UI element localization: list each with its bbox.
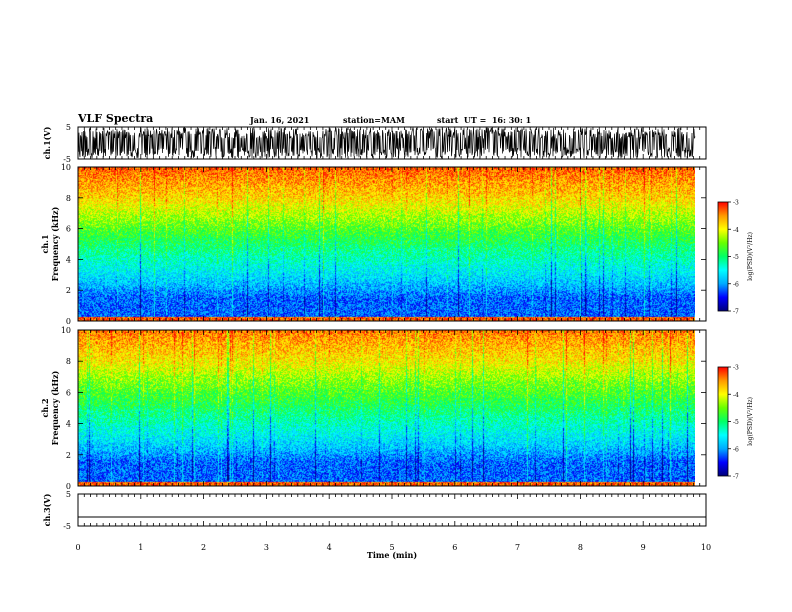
y-tick-label: 0 <box>66 482 71 491</box>
header-station: station=MAM <box>343 115 405 125</box>
x-tick-label: 0 <box>75 543 80 552</box>
colorbar-tick-label: -6 <box>733 281 739 288</box>
y-tick-label: -5 <box>63 522 71 531</box>
x-tick-label: 1 <box>138 543 143 552</box>
colorbar-tick-label: -3 <box>733 365 739 372</box>
x-tick-label: 3 <box>264 543 269 552</box>
y-tick-label: 5 <box>66 123 71 132</box>
y-axis-label-channel: ch.2 <box>40 398 50 417</box>
y-tick-label: 4 <box>66 255 71 264</box>
colorbar-tick-label: -5 <box>733 419 739 426</box>
x-tick-label: 4 <box>327 543 332 552</box>
y-tick-label: 6 <box>66 225 71 234</box>
y-tick-label: 0 <box>66 317 71 326</box>
colorbar-tick-label: -4 <box>733 392 739 399</box>
x-tick-label: 6 <box>452 543 457 552</box>
y-tick-label: -5 <box>63 155 71 164</box>
colorbar <box>717 201 729 312</box>
colorbar-label: log(PSD)(V²/Hz) <box>747 232 754 281</box>
colorbar-tick-label: -5 <box>733 254 739 261</box>
y-tick-label: 10 <box>61 326 71 335</box>
y-tick-label: 5 <box>66 490 71 499</box>
colorbar-tick-label: -7 <box>733 474 739 481</box>
y-tick-label: 6 <box>66 388 71 397</box>
colorbar-tick-label: -6 <box>733 446 739 453</box>
x-tick-label: 10 <box>701 543 711 552</box>
y-tick-label: 4 <box>66 420 71 429</box>
x-tick-label: 2 <box>201 543 206 552</box>
ch1-waveform-trace <box>77 126 696 159</box>
y-axis-label-frequency: Frequency (kHz) <box>50 370 60 445</box>
y-axis-label-frequency: Frequency (kHz) <box>50 206 60 281</box>
x-tick-label: 8 <box>578 543 583 552</box>
y-tick-label: 2 <box>66 286 71 295</box>
header-date: Jan. 16, 2021 <box>250 115 310 125</box>
ch1-spectrogram <box>78 167 695 321</box>
y-axis-label: ch.1(V) <box>42 126 52 159</box>
y-axis-label: ch.3(V) <box>42 493 52 526</box>
y-tick-label: 2 <box>66 451 71 460</box>
colorbar-label: log(PSD)(V²/Hz) <box>747 397 754 446</box>
colorbar-tick-label: -7 <box>733 309 739 316</box>
x-axis-label: Time (min) <box>367 550 417 560</box>
chart-title: VLF Spectra <box>78 112 154 125</box>
y-axis-label-channel: ch.1 <box>40 234 50 253</box>
colorbar <box>717 366 729 477</box>
header-start-time: start UT = 16: 30: 1 <box>437 115 532 125</box>
y-tick-label: 8 <box>66 194 71 203</box>
y-tick-label: 10 <box>61 163 71 172</box>
x-tick-label: 9 <box>641 543 646 552</box>
colorbar-tick-label: -4 <box>733 227 739 234</box>
ch2-spectrogram <box>78 330 695 486</box>
x-tick-label: 7 <box>515 543 520 552</box>
colorbar-tick-label: -3 <box>733 200 739 207</box>
y-tick-label: 8 <box>66 357 71 366</box>
x-tick-label: 5 <box>389 543 394 552</box>
